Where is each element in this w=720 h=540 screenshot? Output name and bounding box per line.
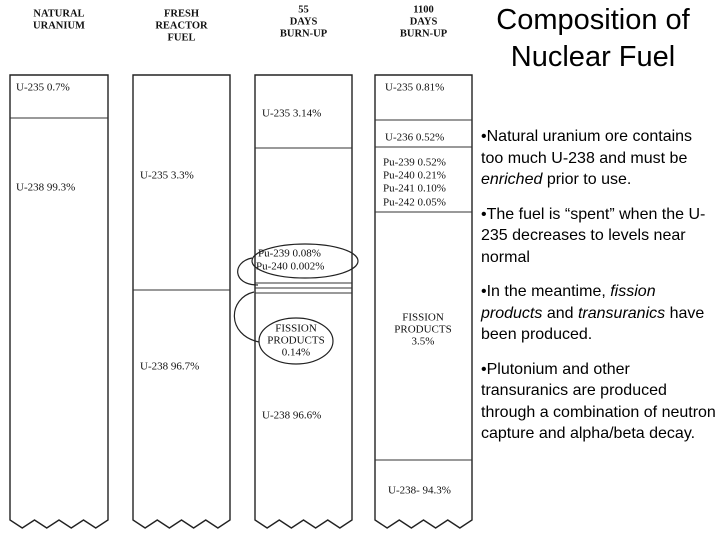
- bullet: Plutonium and other transuranics are pro…: [481, 359, 717, 445]
- layer-label: 3.5%: [412, 336, 435, 348]
- layer-label: PRODUCTS: [267, 335, 324, 347]
- layer-label: Pu-240 0.21%: [383, 170, 446, 182]
- layer-label: U-238 96.6%: [262, 410, 321, 422]
- column-header: 1100: [413, 4, 433, 15]
- column-header: FUEL: [167, 32, 195, 43]
- bullet: The fuel is “spent” when the U-235 decre…: [481, 204, 717, 269]
- bullet: In the meantime, fission products and tr…: [481, 281, 717, 346]
- column-header: FRESH: [164, 8, 199, 19]
- layer-label: U-238- 94.3%: [388, 485, 451, 497]
- bullet-text: transuranics: [577, 304, 666, 322]
- arrow: [237, 257, 259, 286]
- column-header: BURN-UP: [280, 28, 328, 39]
- layer-label: PRODUCTS: [394, 324, 451, 336]
- column-header: BURN-UP: [400, 28, 448, 39]
- bullet-text: In the meantime,: [486, 283, 611, 300]
- highlight-ring: [258, 317, 334, 365]
- bullet-text: have been produced.: [481, 304, 705, 344]
- column-header: DAYS: [410, 16, 438, 27]
- layer-label: U-238 99.3%: [16, 182, 75, 194]
- fuel-column: [254, 74, 353, 529]
- column-header: NATURAL: [33, 8, 84, 19]
- bullet-text: Natural uranium ore contains too much U-…: [481, 128, 693, 167]
- layer-label: FISSION: [402, 312, 444, 324]
- layer-label: Pu-240 0.002%: [256, 261, 324, 273]
- fuel-column: [374, 74, 473, 529]
- layer-label: Pu-241 0.10%: [383, 183, 446, 195]
- bullet-text: and: [542, 304, 578, 322]
- column-header: REACTOR: [155, 20, 208, 31]
- bullet: Natural uranium ore contains too much U-…: [481, 126, 717, 191]
- layer-label: U-235 0.81%: [385, 82, 444, 94]
- column-header: DAYS: [290, 16, 318, 27]
- layer-label: Pu-239 0.08%: [258, 248, 321, 260]
- layer-label: U-235 3.3%: [140, 170, 194, 182]
- bullet-text: fission products: [481, 283, 656, 322]
- column-header: 55: [298, 4, 309, 15]
- bullet-text: prior to use.: [542, 171, 632, 188]
- layer-label: 0.14%: [282, 347, 310, 359]
- bullet-text: The fuel is “spent” when the U-235 decre…: [481, 205, 706, 266]
- fuel-column: [132, 74, 231, 529]
- arrow: [233, 291, 260, 343]
- layer-label: U-235 0.7%: [16, 82, 70, 94]
- slide-title: Composition of Nuclear Fuel: [496, 4, 690, 73]
- layer-label: Pu-239 0.52%: [383, 157, 446, 169]
- bullet-text: Plutonium and other transuranics are pro…: [481, 360, 716, 443]
- layer-label: U-238 96.7%: [140, 361, 199, 373]
- layer-label: FISSION: [275, 323, 317, 335]
- layer-label: Pu-242 0.05%: [383, 197, 446, 209]
- column-header: URANIUM: [33, 20, 85, 31]
- fuel-column: [9, 74, 109, 529]
- layer-label: U-235 3.14%: [262, 108, 321, 120]
- highlight-ring: [251, 243, 359, 279]
- bullet-list: Natural uranium ore contains too much U-…: [481, 126, 717, 458]
- layer-label: U-236 0.52%: [385, 132, 444, 144]
- bullet-text: enriched: [481, 171, 543, 188]
